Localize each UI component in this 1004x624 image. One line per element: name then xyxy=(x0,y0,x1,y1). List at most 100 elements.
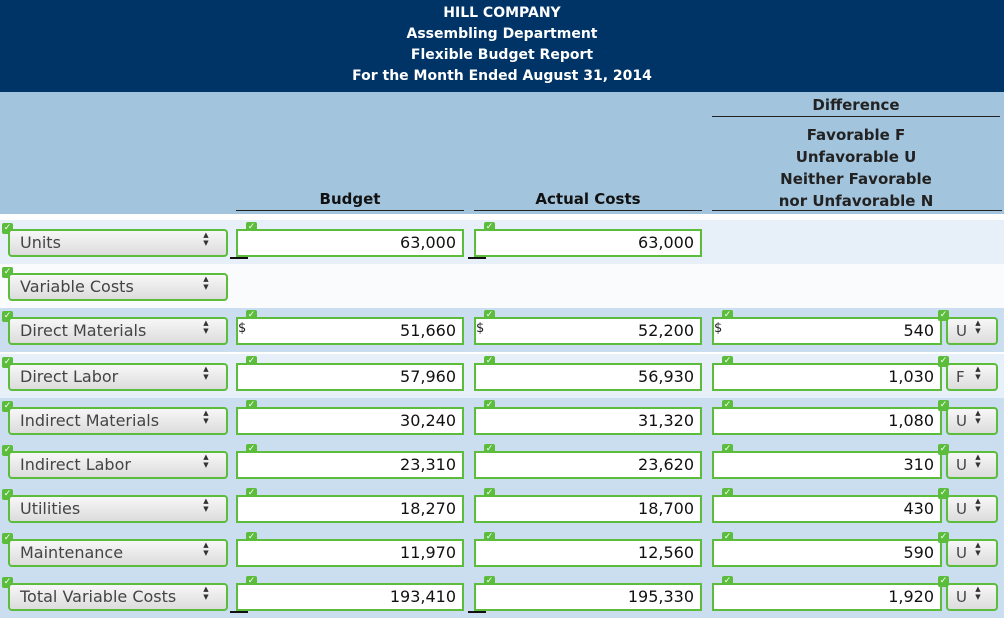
check-icon: ✓ xyxy=(2,401,13,412)
select-arrows-icon: ▲▼ xyxy=(202,231,210,247)
variance-type-select[interactable]: U ▲▼ xyxy=(946,583,998,611)
check-icon: ✓ xyxy=(246,532,257,543)
row-label: Units xyxy=(20,233,61,252)
diff-input[interactable]: 590 xyxy=(712,539,942,567)
variance-type-value: F xyxy=(956,368,965,386)
check-icon: ✓ xyxy=(938,356,949,367)
difference-header-rule xyxy=(712,116,1000,117)
diff-input[interactable]: 1,920 xyxy=(712,583,942,611)
diff-input[interactable]: 430 xyxy=(712,495,942,523)
legend-favorable: Favorable F xyxy=(806,126,906,144)
variance-type-select[interactable]: U ▲▼ xyxy=(946,539,998,567)
actual-header: Actual Costs xyxy=(535,190,641,208)
check-icon: ✓ xyxy=(722,576,733,587)
column-header-band xyxy=(0,92,1004,214)
select-arrows-icon: ▲▼ xyxy=(202,409,210,425)
check-icon: ✓ xyxy=(246,356,257,367)
row-label: Direct Labor xyxy=(20,367,119,386)
actual-input[interactable]: 12,560 xyxy=(474,539,702,567)
select-arrows-icon: ▲▼ xyxy=(974,365,982,381)
diff-input[interactable]: 540 xyxy=(712,317,942,345)
table-row: ✓ Indirect Labor ▲▼ ✓ 23,310 ✓ 23,620 ✓ 310 ✓ U ▲▼ xyxy=(0,442,1004,486)
select-arrows-icon: ▲▼ xyxy=(974,409,982,425)
check-icon: ✓ xyxy=(2,357,13,368)
actual-input[interactable]: 31,320 xyxy=(474,407,702,435)
budget-input[interactable]: 30,240 xyxy=(236,407,464,435)
actual-input[interactable]: 52,200 xyxy=(474,317,702,345)
row-label: Variable Costs xyxy=(20,277,134,296)
select-arrows-icon: ▲▼ xyxy=(202,585,210,601)
actual-input[interactable]: 56,930 xyxy=(474,363,702,391)
row-label: Direct Materials xyxy=(20,321,147,340)
actual-input[interactable]: 63,000 xyxy=(474,229,702,257)
table-row: ✓ Direct Labor ▲▼ ✓ 57,960 ✓ 56,930 ✓ 1,030 ✓ F ▲▼ xyxy=(0,354,1004,398)
budget-input[interactable]: 57,960 xyxy=(236,363,464,391)
input-rule xyxy=(468,611,486,613)
check-icon: ✓ xyxy=(246,310,257,321)
table-row: ✓ Total Variable Costs ▲▼ ✓ 193,410 ✓ 195,330 ✓… xyxy=(0,574,1004,618)
actual-input[interactable]: 18,700 xyxy=(474,495,702,523)
row-label-select[interactable]: Indirect Labor ▲▼ xyxy=(8,451,228,479)
check-icon: ✓ xyxy=(484,222,495,233)
input-rule xyxy=(468,257,486,259)
diff-input[interactable]: 310 xyxy=(712,451,942,479)
check-icon: ✓ xyxy=(246,400,257,411)
actual-input[interactable]: 23,620 xyxy=(474,451,702,479)
select-arrows-icon: ▲▼ xyxy=(974,319,982,335)
budget-input[interactable]: 11,970 xyxy=(236,539,464,567)
variance-type-select[interactable]: U ▲▼ xyxy=(946,407,998,435)
variance-type-select[interactable]: U ▲▼ xyxy=(946,317,998,345)
variance-type-select[interactable]: U ▲▼ xyxy=(946,495,998,523)
currency-symbol: $ xyxy=(476,321,485,336)
variance-type-select[interactable]: F ▲▼ xyxy=(946,363,998,391)
row-label: Utilities xyxy=(20,499,81,518)
actual-header-rule xyxy=(474,210,702,211)
row-label-select[interactable]: Indirect Materials ▲▼ xyxy=(8,407,228,435)
variance-type-value: U xyxy=(956,412,967,430)
variance-type-value: U xyxy=(956,322,967,340)
budget-input[interactable]: 193,410 xyxy=(236,583,464,611)
check-icon: ✓ xyxy=(2,577,13,588)
budget-header-rule xyxy=(236,210,464,211)
check-icon: ✓ xyxy=(2,533,13,544)
budget-input[interactable]: 18,270 xyxy=(236,495,464,523)
table-row: ✓ Indirect Materials ▲▼ ✓ 30,240 ✓ 31,320 ✓ 1,08… xyxy=(0,398,1004,442)
check-icon: ✓ xyxy=(246,576,257,587)
check-icon: ✓ xyxy=(938,532,949,543)
row-label-select[interactable]: Utilities ▲▼ xyxy=(8,495,228,523)
budget-input[interactable]: 63,000 xyxy=(236,229,464,257)
table-row: ✓ Variable Costs ▲▼ xyxy=(0,264,1004,308)
check-icon: ✓ xyxy=(2,311,13,322)
diff-input[interactable]: 1,080 xyxy=(712,407,942,435)
difference-legend: Favorable F Unfavorable U Neither Favora… xyxy=(710,124,1002,212)
input-rule xyxy=(230,611,248,613)
select-arrows-icon: ▲▼ xyxy=(202,275,210,291)
row-label-select[interactable]: Maintenance ▲▼ xyxy=(8,539,228,567)
diff-input[interactable]: 1,030 xyxy=(712,363,942,391)
check-icon: ✓ xyxy=(246,444,257,455)
check-icon: ✓ xyxy=(938,444,949,455)
select-arrows-icon: ▲▼ xyxy=(974,497,982,513)
budget-input[interactable]: 51,660 xyxy=(236,317,464,345)
table-row: ✓ Units ▲▼ ✓ 63,000 ✓ 63,000 xyxy=(0,220,1004,264)
row-label-select[interactable]: Total Variable Costs ▲▼ xyxy=(8,583,228,611)
variance-type-value: U xyxy=(956,456,967,474)
row-label-select[interactable]: Units ▲▼ xyxy=(8,229,228,257)
row-label-select[interactable]: Direct Labor ▲▼ xyxy=(8,363,228,391)
legend-unfavorable: Unfavorable U xyxy=(795,148,917,166)
check-icon: ✓ xyxy=(938,576,949,587)
variance-type-select[interactable]: U ▲▼ xyxy=(946,451,998,479)
variance-type-value: U xyxy=(956,588,967,606)
check-icon: ✓ xyxy=(722,444,733,455)
check-icon: ✓ xyxy=(484,400,495,411)
department-name: Assembling Department xyxy=(406,26,598,42)
row-label-select[interactable]: Direct Materials ▲▼ xyxy=(8,317,228,345)
check-icon: ✓ xyxy=(722,532,733,543)
actual-input[interactable]: 195,330 xyxy=(474,583,702,611)
check-icon: ✓ xyxy=(722,310,733,321)
table-row: ✓ Maintenance ▲▼ ✓ 11,970 ✓ 12,560 ✓ 590 ✓ U ▲▼ xyxy=(0,530,1004,574)
check-icon: ✓ xyxy=(722,400,733,411)
row-label-select[interactable]: Variable Costs ▲▼ xyxy=(8,273,228,301)
budget-input[interactable]: 23,310 xyxy=(236,451,464,479)
check-icon: ✓ xyxy=(938,488,949,499)
